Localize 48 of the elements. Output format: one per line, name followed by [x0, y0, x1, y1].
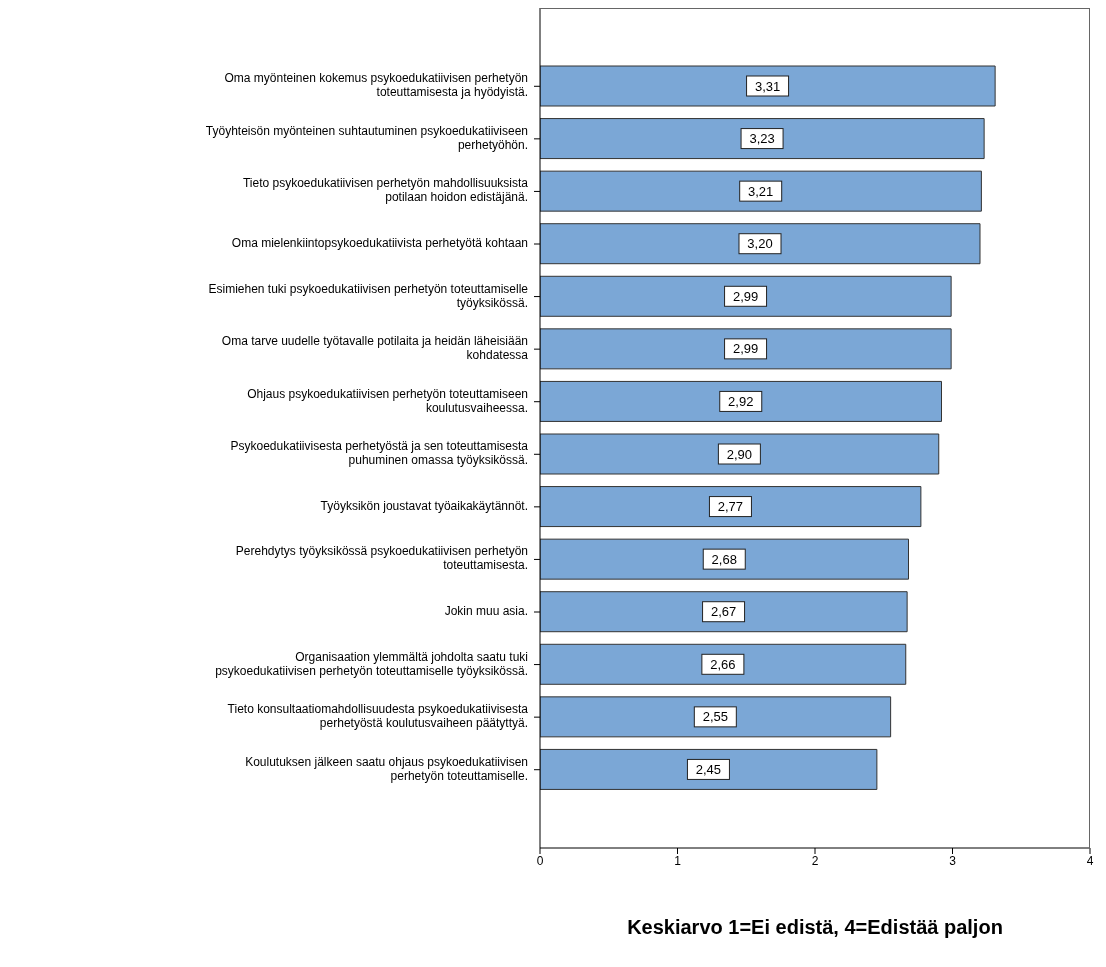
- bar: [540, 275, 952, 317]
- data-label: 2,55: [702, 709, 728, 725]
- data-label: 2,90: [726, 446, 753, 462]
- y-tick-label: Organisaation ylemmältä johdolta saatu tuki psykoedukatiivisen perhetyön toteuttamiselle työyksikössä.: [215, 649, 528, 678]
- y-tick-label: Työyksikön joustavat työaikakäytännöt.: [320, 499, 528, 514]
- data-label: 3,23: [749, 131, 775, 147]
- y-tick-label: Koulutuksen jälkeen saatu ohjaus psykoedukatiivisen perhetyön toteuttamiselle.: [245, 754, 528, 783]
- bar: [540, 328, 952, 370]
- bar: [540, 380, 942, 422]
- y-tick-label: Jokin muu asia.: [444, 604, 528, 619]
- y-tick-label: Ohjaus psykoedukatiivisen perhetyön toteuttamiseen koulutusvaiheessa.: [247, 386, 528, 415]
- data-label: 3,31: [754, 78, 781, 94]
- data-label: 2,99: [732, 288, 759, 304]
- data-label: 2,68: [711, 551, 737, 567]
- bar: [540, 486, 922, 528]
- x-tick-label: 1: [674, 853, 682, 868]
- y-tick-label: Perehdytys työyksikössä psykoedukatiivisen perhetyön toteuttamisesta.: [235, 544, 528, 573]
- data-label: 3,20: [747, 236, 773, 252]
- y-tick-label: Työyhteisön myönteinen suhtautuminen psykoedukatiiviseen perhetyöhön.: [205, 124, 528, 153]
- x-axis-title: Keskiarvo 1=Ei edistä, 4=Edistää paljon: [626, 916, 1004, 939]
- bar: [540, 538, 909, 580]
- y-tick-label: Tieto psykoedukatiivisen perhetyön mahdollisuuksista potilaan hoidon edistäjänä.: [242, 176, 529, 205]
- y-tick-label: Tieto konsultaatiomahdollisuudesta psykoedukatiivisesta perhetyöstä koulutusvaiheen päätyttyä.: [227, 702, 529, 731]
- y-tick-label: Esimiehen tuki psykoedukatiivisen perhetyön toteuttamiselle työyksikössä.: [208, 281, 529, 310]
- bar: [540, 433, 940, 475]
- x-tick-label: 3: [949, 853, 957, 868]
- data-label: 2,45: [695, 761, 722, 777]
- bar: [540, 223, 981, 265]
- data-label: 2,66: [710, 656, 736, 672]
- data-label: 3,21: [748, 183, 774, 199]
- x-tick-label: 0: [536, 853, 544, 868]
- data-label: 2,99: [732, 341, 759, 357]
- y-tick-label: Psykoedukatiivisesta perhetyöstä ja sen toteuttamisesta puhuminen omassa työyksikössä.: [230, 439, 529, 468]
- y-tick-label: Oma tarve uudelle työtavalle potilaita ja heidän läheisiään kohdatessa: [221, 334, 529, 363]
- data-label: 2,92: [728, 393, 754, 409]
- data-label: 2,67: [710, 604, 737, 620]
- x-tick-label: 4: [1086, 853, 1094, 868]
- x-tick-label: 2: [811, 853, 819, 868]
- y-tick-label: Oma myönteinen kokemus psykoedukatiivisen perhetyön toteuttamisesta ja hyödyistä.: [224, 71, 528, 100]
- bar: [540, 591, 908, 633]
- bar: [540, 170, 982, 212]
- bar: [540, 65, 996, 107]
- y-tick-label: Oma mielenkiintopsykoedukatiivista perhetyötä kohtaan: [231, 236, 528, 251]
- data-label: 2,77: [717, 499, 744, 515]
- bar: [540, 643, 907, 685]
- bar: [540, 696, 892, 738]
- bar: [540, 748, 878, 790]
- bar: [540, 118, 985, 160]
